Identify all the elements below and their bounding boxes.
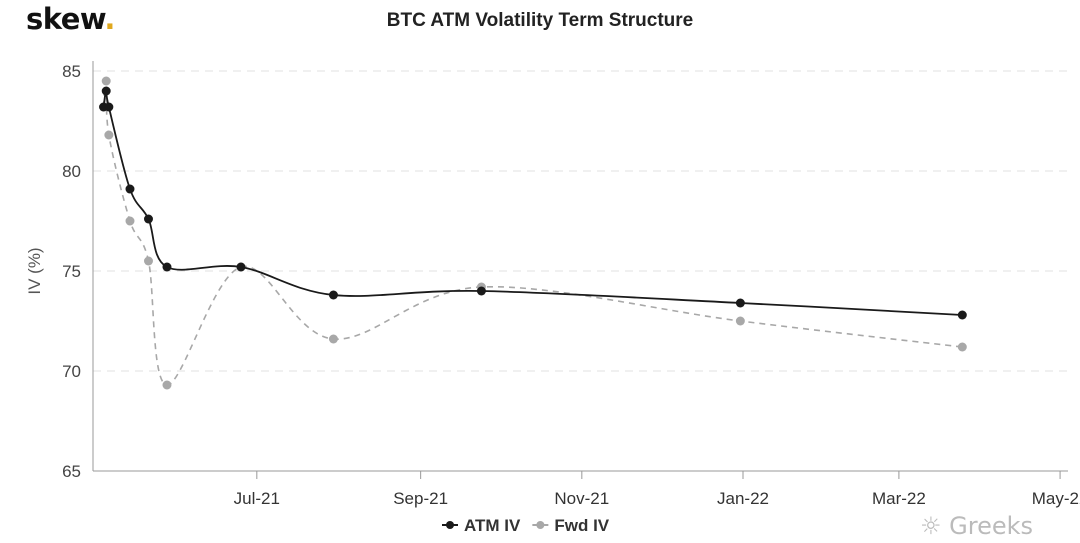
y-tick-label: 80 bbox=[62, 162, 81, 181]
wechat-icon: ☼ bbox=[920, 512, 942, 540]
y-tick-label: 70 bbox=[62, 362, 81, 381]
legend-marker bbox=[446, 521, 454, 529]
skew-logo: skew. bbox=[26, 2, 115, 36]
x-tick-label: Nov-21 bbox=[554, 489, 609, 508]
series-atm-iv bbox=[99, 86, 967, 320]
chart-title: BTC ATM Volatility Term Structure bbox=[386, 10, 694, 31]
y-axis-label: IV (%) bbox=[25, 247, 44, 294]
watermark-text: Greeks bbox=[949, 512, 1034, 540]
y-tick-label: 85 bbox=[62, 62, 81, 81]
data-point bbox=[236, 262, 246, 272]
data-point bbox=[125, 184, 135, 194]
data-point bbox=[125, 216, 135, 226]
legend-label: ATM IV bbox=[464, 516, 521, 535]
data-point bbox=[957, 342, 967, 352]
data-point bbox=[101, 86, 111, 96]
data-point bbox=[735, 316, 745, 326]
y-tick-label: 65 bbox=[62, 462, 81, 481]
data-point bbox=[162, 380, 172, 390]
x-tick-label: Jul-21 bbox=[234, 489, 280, 508]
x-tick-label: Sep-21 bbox=[393, 489, 448, 508]
data-point bbox=[476, 286, 486, 296]
legend-item: ATM IV bbox=[442, 516, 521, 535]
x-tick-label: May-22 bbox=[1032, 489, 1080, 508]
series-line bbox=[102, 90, 963, 316]
data-point bbox=[104, 130, 114, 140]
data-point bbox=[957, 310, 967, 320]
series-fwd-iv bbox=[99, 76, 967, 390]
data-point bbox=[104, 102, 114, 112]
data-point bbox=[101, 76, 111, 86]
legend-item: Fwd IV bbox=[532, 516, 610, 535]
legend-marker bbox=[536, 521, 545, 529]
data-point bbox=[143, 214, 153, 224]
y-tick-label: 75 bbox=[62, 262, 81, 281]
logo-dot: . bbox=[104, 2, 115, 36]
watermark: ☼ Greeks bbox=[920, 512, 1033, 540]
logo-text: skew bbox=[26, 2, 105, 36]
series-line bbox=[102, 79, 963, 386]
legend-label: Fwd IV bbox=[554, 516, 609, 535]
x-tick-label: Mar-22 bbox=[872, 489, 926, 508]
data-point bbox=[328, 334, 338, 344]
x-tick-label: Jan-22 bbox=[717, 489, 769, 508]
data-point bbox=[143, 256, 153, 266]
data-point bbox=[328, 290, 338, 300]
data-point bbox=[735, 298, 745, 308]
data-point bbox=[162, 262, 172, 272]
